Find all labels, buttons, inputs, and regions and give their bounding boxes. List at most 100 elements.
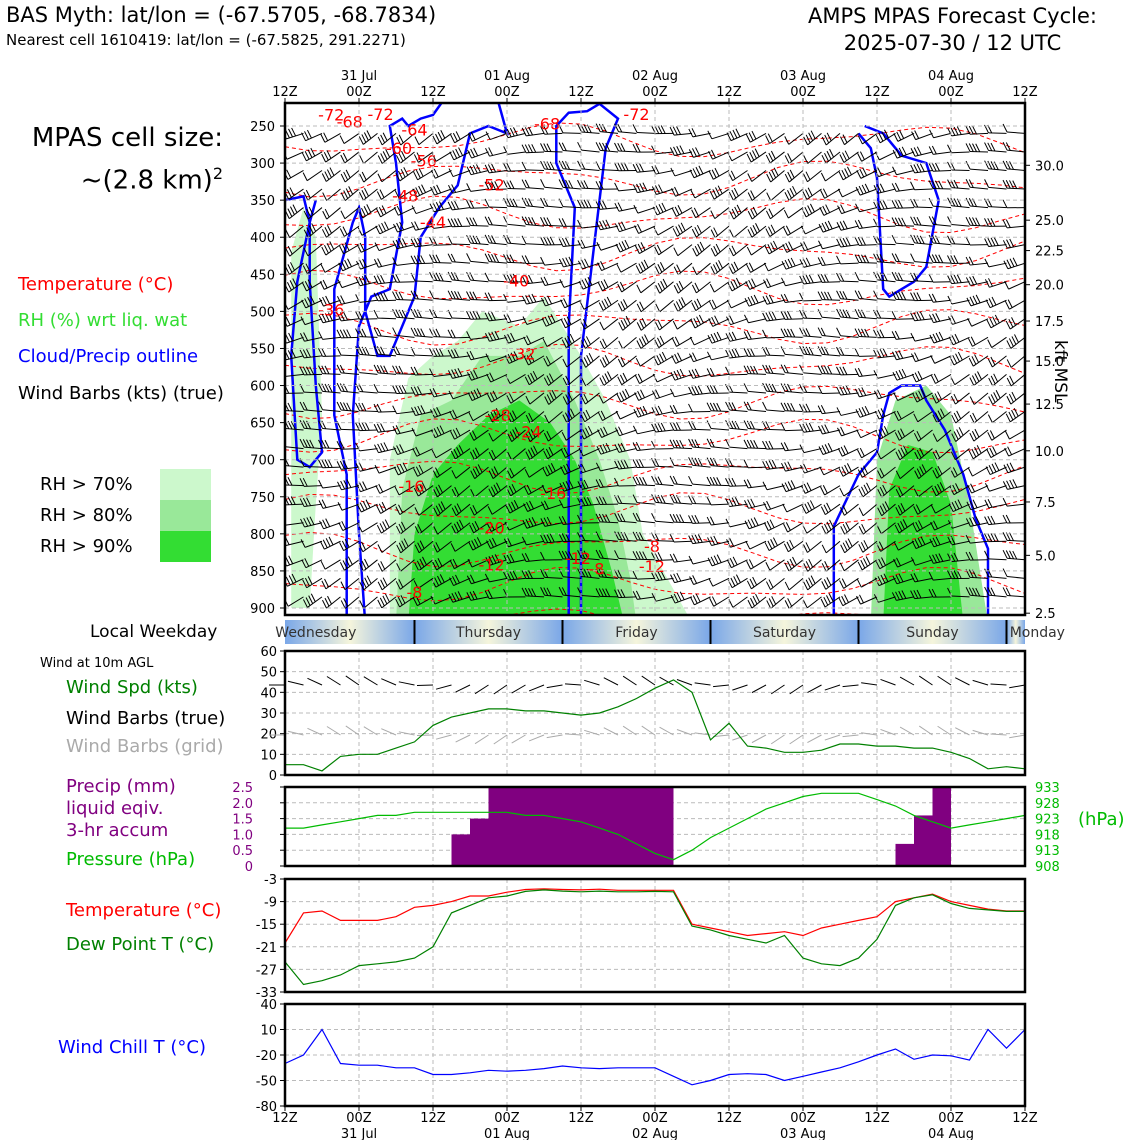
wind-barb-feather — [302, 599, 308, 608]
wind-barb-feather — [910, 573, 916, 583]
wind-barb-staff — [825, 170, 841, 182]
wind-barb-feather — [839, 238, 845, 247]
wind-barb-feather — [673, 573, 679, 583]
wind-barb-feather — [380, 153, 386, 162]
wind-barb-feather — [310, 295, 315, 304]
wind-barb-feather — [752, 206, 758, 216]
wind-barb-feather — [693, 300, 699, 309]
wind-barb-feather — [752, 225, 758, 234]
wind-barb — [559, 479, 582, 492]
wind-barb-feather — [435, 486, 441, 496]
wind-barb-feather — [470, 390, 476, 400]
wind-barb-feather — [410, 366, 416, 376]
wind-barb-feather — [840, 446, 846, 456]
wind-barb-staff — [399, 503, 415, 516]
wind-barb — [562, 374, 582, 387]
wind-barb-feather — [728, 349, 734, 358]
wind-barb-feather — [359, 155, 365, 164]
wind-barb-feather — [731, 263, 736, 272]
wind-barb-feather — [466, 166, 472, 175]
wind-barb-feather — [470, 131, 476, 141]
wind-barb-feather — [972, 587, 977, 597]
wind-barb-staff — [896, 170, 915, 176]
wind-barb-staff — [491, 503, 508, 515]
wind-barb-staff — [988, 186, 1007, 190]
wind-barb-feather — [845, 385, 851, 395]
wind-barb-feather — [839, 154, 845, 163]
wind-barb — [669, 145, 693, 156]
wind-barb-feather — [524, 587, 530, 597]
wind-barb-feather — [674, 336, 680, 346]
wind-barb-staff — [953, 485, 970, 496]
wind-barb — [336, 295, 360, 305]
wind-barb-staff — [363, 559, 378, 572]
wind-barb-feather — [395, 598, 401, 608]
wind-barb-feather — [661, 351, 667, 361]
wind-barb-feather — [1005, 219, 1011, 228]
wind-barb-staff — [840, 262, 859, 265]
wind-barb-feather — [432, 544, 438, 553]
wind-barb-feather — [364, 275, 370, 284]
wind-barb-feather — [382, 595, 388, 605]
wind-barb-staff — [289, 244, 304, 257]
wind-barb-feather — [879, 505, 885, 514]
wind-barb-feather — [947, 316, 953, 325]
wind-barb-feather — [512, 570, 518, 580]
wind-barb — [854, 236, 878, 246]
wind-barb-feather — [413, 309, 419, 318]
wind-barb-feather — [672, 228, 678, 237]
wind-barb-feather — [550, 314, 556, 323]
wind-barb-staff — [880, 522, 896, 535]
wind-barb-staff — [751, 577, 767, 590]
wind-barb-feather — [1002, 160, 1008, 170]
wind-barb-feather — [373, 345, 379, 355]
wind-barb — [484, 181, 508, 191]
wind-barb-feather — [324, 383, 330, 393]
wind-barb-feather — [466, 351, 472, 361]
wind-barb-feather — [765, 347, 771, 356]
wind-barb-feather — [322, 192, 328, 201]
wind-barb-feather — [928, 588, 934, 598]
wind-barb-feather — [392, 309, 398, 318]
wind-barb — [928, 273, 952, 283]
wind-barb-staff — [288, 281, 304, 293]
wind-barb-feather — [669, 388, 675, 398]
wind-barb-feather — [783, 328, 789, 337]
wind-barb — [930, 503, 952, 514]
wind-barb — [891, 234, 915, 246]
wind-barb-feather — [440, 501, 446, 510]
wind-barb — [376, 188, 397, 200]
wind-barb — [912, 388, 933, 403]
wind-barb-feather — [894, 199, 900, 209]
wind-barb-feather — [639, 183, 645, 192]
wind-barb-feather — [584, 278, 590, 287]
wind-barb-staff — [306, 577, 323, 589]
wind-barb-feather — [716, 554, 722, 563]
wind-barb — [928, 197, 952, 209]
wind-barb-feather — [894, 412, 899, 421]
wind-barb-feather — [854, 368, 860, 377]
wind-barb-feather — [994, 314, 1000, 324]
wind-barb-feather — [784, 192, 790, 201]
wind-barb-feather — [934, 485, 940, 495]
wind-barb-staff — [991, 336, 1007, 349]
wind-barb — [780, 328, 804, 338]
wind-barb-feather — [306, 439, 311, 448]
wind-barb-staff — [955, 392, 970, 405]
wind-barb-staff — [526, 318, 545, 326]
wind-barb — [484, 272, 508, 283]
wind-barb-feather — [823, 504, 829, 513]
wind-barb-feather — [263, 476, 267, 484]
wind-barb — [580, 318, 600, 330]
wind-barb-staff — [844, 522, 859, 535]
wind-barb-feather — [577, 123, 583, 133]
wind-barb-feather — [288, 332, 294, 342]
wind-barb-feather — [930, 355, 936, 364]
wind-barb-feather — [928, 314, 934, 323]
wind-barb-staff — [362, 540, 378, 553]
wind-barb — [338, 258, 360, 272]
wind-barb-feather — [639, 532, 644, 541]
wind-barb — [706, 438, 730, 450]
wind-barb-feather — [972, 125, 977, 135]
wind-barb — [448, 591, 471, 603]
